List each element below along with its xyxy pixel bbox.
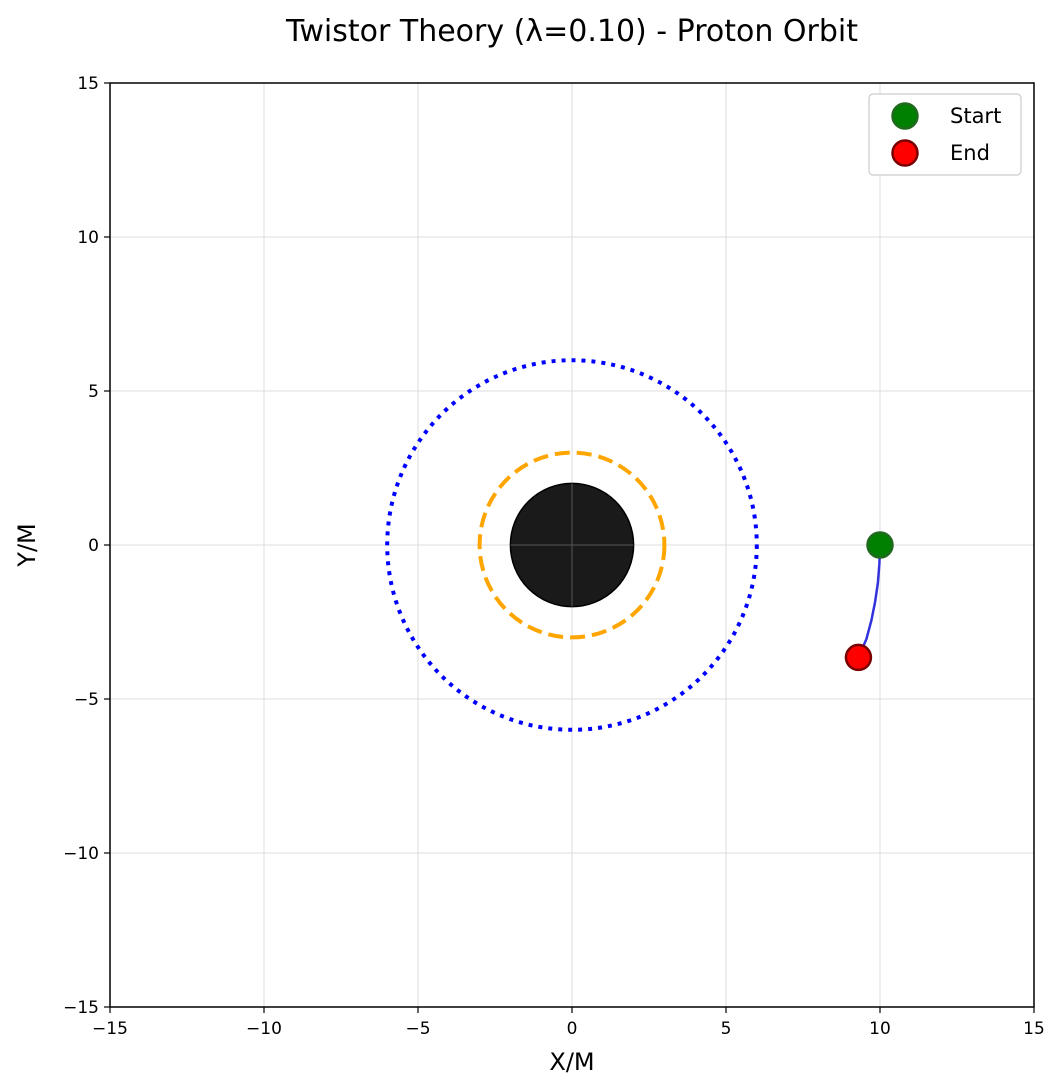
photon-sphere-circle (477, 450, 667, 640)
x-axis-label: X/M (549, 1048, 594, 1076)
x-tick-label: 5 (721, 1019, 732, 1039)
isco-circle (385, 358, 759, 732)
x-tick-label: −15 (92, 1019, 128, 1039)
x-tick-label: −10 (246, 1019, 282, 1039)
legend-end-marker (891, 139, 919, 167)
y-tick-label: 0 (88, 536, 99, 556)
y-tick-label: 15 (77, 74, 99, 94)
legend-start-marker (891, 102, 919, 130)
y-tick-label: −5 (74, 690, 99, 710)
end-marker (844, 643, 873, 672)
ticks: −15 −10 −5 0 5 10 15 −15 −10 −5 0 5 10 15 (63, 74, 1045, 1039)
legend: Start End (868, 93, 1022, 176)
data-layer (385, 358, 894, 732)
legend-start-label: Start (950, 104, 1001, 128)
x-tick-label: 0 (567, 1019, 578, 1039)
y-tick-label: 10 (77, 228, 99, 248)
legend-end-label: End (950, 141, 990, 165)
y-axis-label: Y/M (13, 523, 41, 567)
x-tick-label: 15 (1023, 1019, 1045, 1039)
y-tick-label: −10 (63, 844, 99, 864)
y-tick-label: −15 (63, 998, 99, 1018)
x-tick-label: −5 (405, 1019, 430, 1039)
orbit-trajectory (857, 544, 882, 658)
y-tick-label: 5 (88, 382, 99, 402)
chart-title: Twistor Theory (λ=0.10) - Proton Orbit (285, 14, 858, 49)
start-marker (866, 531, 894, 559)
x-tick-label: 10 (869, 1019, 891, 1039)
